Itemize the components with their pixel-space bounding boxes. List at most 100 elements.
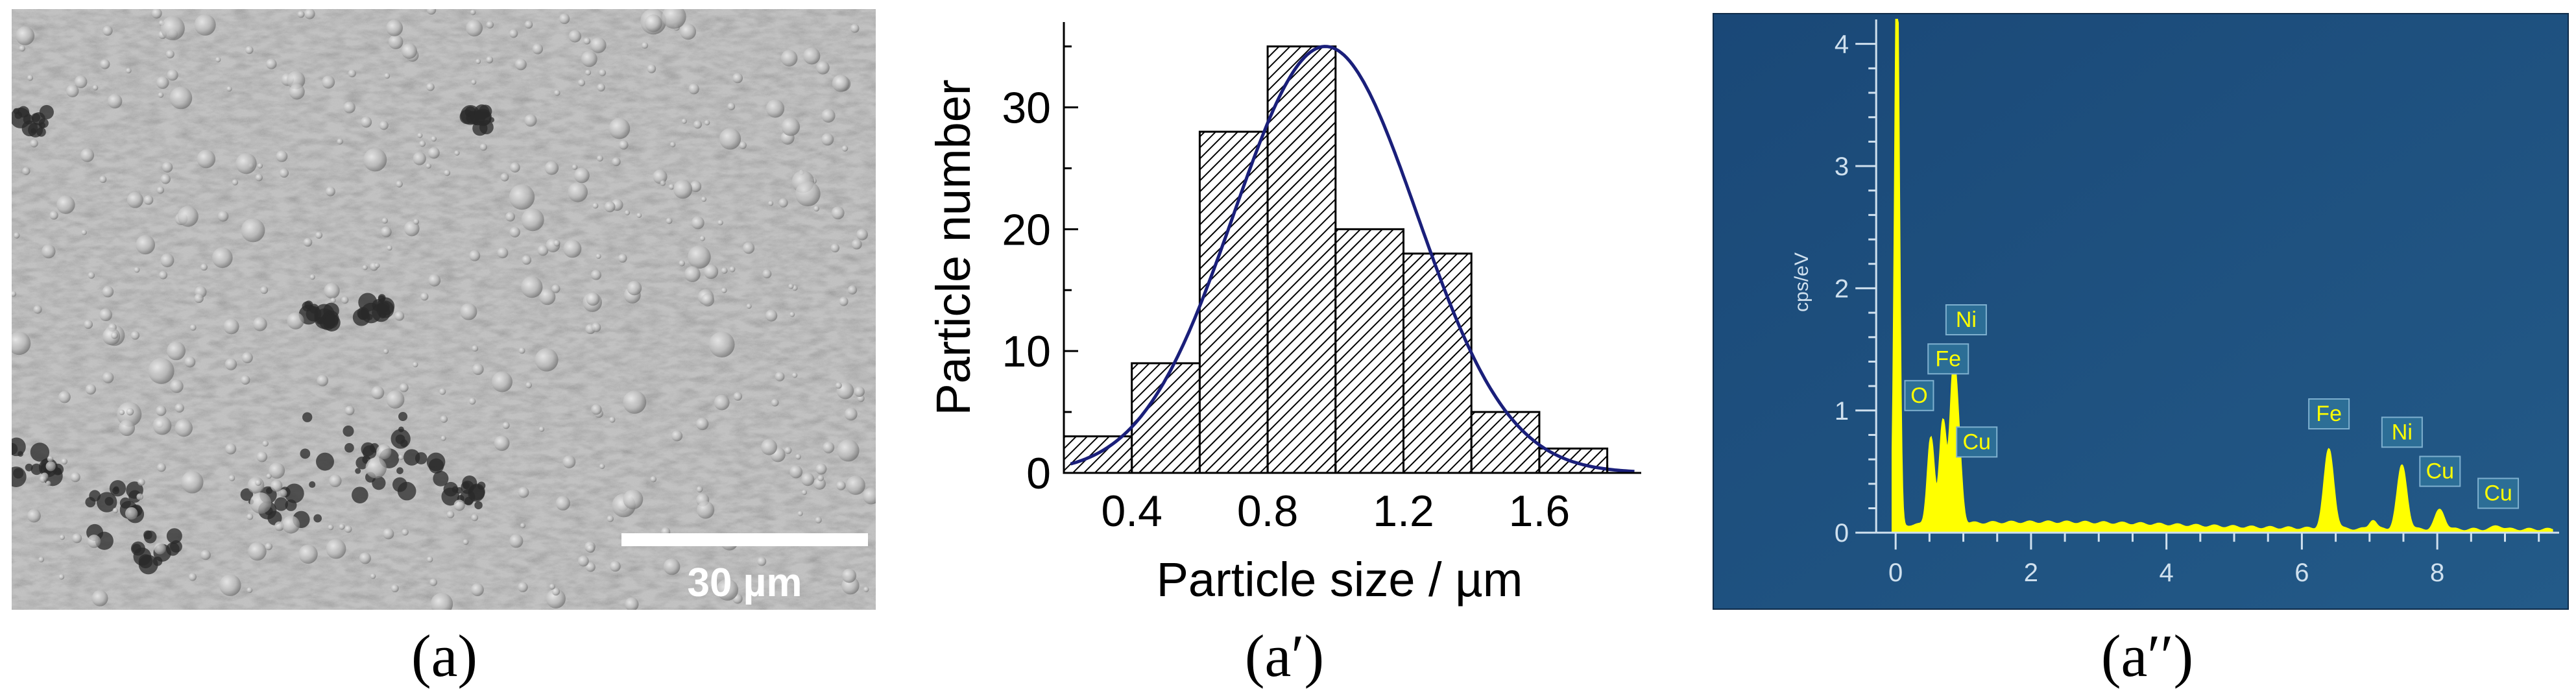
sem-particle	[471, 583, 484, 596]
sem-particle	[732, 73, 743, 84]
sem-particles	[12, 9, 876, 610]
sem-particle	[402, 43, 417, 59]
sem-particle	[224, 358, 237, 370]
sem-particle	[549, 583, 555, 590]
sem-dark-spot	[316, 452, 334, 471]
sem-particle	[470, 9, 476, 16]
sem-particle	[813, 477, 826, 490]
sem-particle	[509, 184, 535, 210]
sem-dark-spot	[441, 487, 460, 506]
sem-particle	[625, 597, 639, 610]
sem-particle	[317, 374, 329, 387]
sem-particle	[721, 287, 727, 293]
sem-dark-spot	[372, 475, 386, 490]
sem-micrograph: 30 µm	[12, 9, 876, 610]
sem-particle	[337, 138, 343, 145]
sem-particle	[746, 303, 752, 309]
sem-dark-spot	[169, 540, 182, 553]
sem-dark-spot	[355, 468, 361, 474]
sem-dark-spot	[398, 426, 404, 433]
sem-particle	[636, 212, 642, 218]
sem-dark-spot	[352, 487, 368, 503]
sem-particle	[111, 331, 118, 339]
sem-particle	[863, 586, 869, 592]
sem-particle	[590, 269, 601, 280]
sem-particle	[554, 90, 560, 96]
y-tick-label: 0	[1026, 449, 1051, 498]
sem-particle	[795, 453, 801, 460]
sem-particle	[680, 23, 697, 40]
sem-dark-spot	[133, 548, 152, 566]
sem-particle	[591, 404, 602, 415]
sem-particle	[255, 479, 262, 487]
sem-particle	[194, 293, 204, 304]
sem-particle	[479, 143, 487, 151]
svg-text:Ni: Ni	[2392, 420, 2413, 444]
sem-dark-spot	[119, 497, 131, 509]
sem-particle	[494, 435, 510, 451]
sem-particle	[789, 465, 803, 479]
sem-particle	[33, 305, 42, 314]
sem-particle	[324, 283, 340, 299]
sem-particle	[679, 259, 685, 267]
sem-particle	[475, 58, 481, 64]
sem-particle	[596, 155, 603, 162]
sem-particle	[691, 216, 704, 230]
sem-particle	[472, 345, 479, 352]
sem-particle	[70, 472, 80, 483]
sem-particle	[217, 211, 229, 222]
sem-dark-spot	[433, 470, 449, 487]
sem-dark-spot	[324, 314, 339, 329]
sem-particle	[681, 118, 687, 124]
sem-particle	[863, 487, 876, 505]
sem-particle	[716, 579, 739, 601]
sem-particle	[668, 184, 675, 190]
sem-particle	[412, 361, 418, 368]
sem-particle	[624, 210, 631, 215]
sem-particle	[486, 21, 494, 29]
sem-particle	[257, 163, 263, 169]
scale-bar	[621, 533, 868, 546]
sem-particle	[585, 562, 596, 572]
sem-particle	[854, 386, 865, 397]
sem-dark-spot	[30, 442, 50, 462]
sem-dark-spot	[104, 496, 114, 506]
sem-particle	[383, 348, 389, 354]
eds-y-tick-label: 1	[1835, 397, 1849, 426]
sem-particle	[66, 84, 79, 97]
sem-particle	[289, 84, 305, 100]
sem-dark-spot	[85, 497, 96, 508]
sem-particle	[590, 37, 607, 53]
svg-text:Fe: Fe	[1935, 346, 1961, 371]
caption-a: (a)	[411, 623, 478, 689]
sem-dark-spot	[313, 514, 322, 523]
sem-particle	[721, 267, 728, 274]
sem-particle	[343, 101, 355, 114]
sem-particle	[225, 443, 237, 455]
sem-particle	[81, 230, 87, 235]
sem-particle	[309, 274, 315, 280]
sem-particle	[612, 157, 621, 167]
sem-particle	[119, 420, 136, 437]
sem-particle	[30, 139, 38, 148]
sem-particle	[45, 461, 56, 472]
sem-particle	[379, 121, 389, 130]
sem-particle	[719, 128, 741, 150]
sem-particle	[102, 372, 114, 383]
sem-particle	[47, 455, 54, 463]
sem-dark-spot	[240, 488, 254, 501]
sem-particle	[816, 61, 830, 75]
sem-dark-spot	[392, 477, 407, 492]
scale-bar-label: 30 µm	[687, 560, 802, 605]
sem-particle	[175, 419, 193, 437]
sem-particle	[607, 515, 614, 522]
histogram-bar	[1402, 252, 1473, 474]
sem-particle	[362, 265, 368, 271]
sem-particle	[359, 552, 371, 564]
sem-particle	[125, 507, 138, 520]
sem-particle	[279, 168, 289, 178]
sem-particle	[471, 79, 477, 85]
svg-text:Cu: Cu	[1963, 429, 1991, 454]
sem-dark-spot	[143, 530, 157, 544]
sem-particle	[850, 23, 860, 33]
